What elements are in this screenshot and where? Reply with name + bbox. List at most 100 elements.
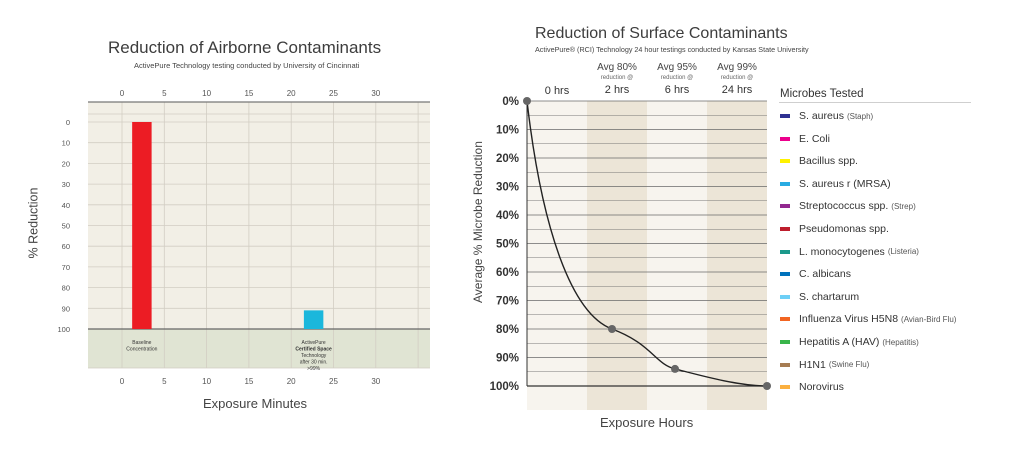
right-y-tick: 40% (496, 210, 519, 222)
legend-swatch (780, 340, 790, 344)
left-x-tick-bottom: 30 (371, 377, 380, 386)
left-x-tick-top: 0 (120, 89, 125, 98)
col-header-3-sub: reduction @ (720, 75, 754, 81)
left-y-tick: 40 (62, 201, 70, 210)
legend-item: Pseudomonas spp. (780, 221, 889, 237)
left-x-tick-top: 5 (162, 89, 167, 98)
left-x-tick-bottom: 25 (329, 377, 338, 386)
left-x-tick-top: 20 (287, 89, 296, 98)
left-x-tick-bottom: 5 (162, 377, 167, 386)
legend-sublabel: (Hepatitis) (882, 337, 919, 347)
legend-label: Pseudomonas spp. (799, 223, 889, 235)
legend-item: L. monocytogenes (Listeria) (780, 244, 919, 260)
right-y-tick: 20% (496, 153, 519, 165)
legend-swatch (780, 249, 790, 254)
right-y-tick: 30% (496, 182, 519, 194)
col-header-1-sub: reduction @ (600, 75, 634, 81)
legend-swatch (780, 294, 790, 299)
legend-item: Norovirus (780, 379, 844, 395)
legend-swatch (780, 362, 790, 367)
left-y-tick: 70 (62, 263, 70, 272)
legend-swatch (780, 181, 790, 186)
left-y-tick: 20 (62, 159, 70, 168)
col-header-2-avg: Avg 95% (657, 62, 697, 73)
left-y-tick: 30 (62, 180, 70, 189)
legend-swatch (780, 114, 790, 118)
left-y-tick: 10 (62, 139, 70, 148)
legend-item: Influenza Virus H5N8 (Avian-Bird Flu) (780, 311, 956, 327)
col-header-2-sub: reduction @ (660, 75, 694, 81)
left-y-tick: 60 (62, 242, 70, 251)
legend-label: Streptococcus spp. (799, 200, 889, 213)
right-y-tick: 100% (490, 381, 519, 393)
legend-sublabel: (Staph) (846, 111, 874, 121)
right-column-bg (527, 101, 587, 410)
legend-swatch (780, 136, 790, 141)
left-x-tick-bottom: 0 (120, 377, 125, 386)
right-column-bg (707, 101, 767, 410)
legend-label: S. aureus r (MRSA) (799, 177, 891, 190)
col-header-2-label: 6 hrs (664, 84, 690, 96)
left-x-tick-top: 15 (244, 89, 253, 98)
col-header-3-label: 24 hrs (721, 84, 753, 96)
legend-item: H1N1 (Swine Flu) (780, 357, 869, 373)
left-baseline-band (88, 329, 430, 368)
left-x-tick-bottom: 15 (244, 377, 253, 386)
right-data-point (523, 97, 531, 105)
left-bar-label: ActivePure (302, 340, 326, 346)
col-header-0-label: 0 hrs (544, 85, 570, 97)
legend-swatch (780, 227, 790, 231)
legend-item: Hepatitis A (HAV) (Hepatitis) (780, 334, 919, 350)
legend-swatch (780, 204, 790, 209)
right-column-bg (587, 101, 647, 410)
legend-swatch (780, 385, 790, 390)
right-y-tick: 0% (502, 96, 519, 108)
legend-label: S. aureus (799, 110, 844, 122)
col-header-3-avg: Avg 99% (717, 62, 757, 73)
legend-title: Microbes Tested (780, 88, 864, 100)
right-y-tick: 60% (496, 267, 519, 279)
left-y-tick: 0 (66, 118, 70, 127)
legend-sublabel: (Strep) (891, 201, 916, 211)
left-bar-label: Technology (301, 353, 327, 359)
right-column-bg (647, 101, 707, 410)
right-data-point (608, 325, 616, 333)
left-x-tick-top: 30 (371, 89, 380, 98)
left-y-tick: 80 (62, 284, 70, 293)
right-x-axis-label: Exposure Hours (600, 415, 694, 430)
right-data-point (763, 382, 771, 390)
left-bar (132, 122, 152, 329)
right-y-tick: 90% (496, 353, 519, 365)
left-y-tick: 50 (62, 222, 70, 231)
left-x-tick-top: 25 (329, 89, 338, 98)
right-data-point (671, 364, 679, 373)
legend-swatch (780, 317, 790, 322)
legend-sublabel: (Avian-Bird Flu) (901, 314, 957, 324)
legend-sublabel: (Listeria) (887, 247, 919, 257)
left-bar-label: >99% (307, 366, 320, 372)
legend-item: E. Coli (780, 131, 830, 147)
legend-swatch (780, 159, 790, 164)
legend-label: E. Coli (799, 132, 830, 145)
right-chart-title: Reduction of Surface Contaminants (535, 25, 788, 42)
left-y-tick: 100 (57, 325, 70, 334)
right-reduction-curve (526, 100, 768, 387)
legend-item: C. albicans (780, 266, 851, 282)
legend-item: S. chartarum (780, 289, 859, 305)
legend-label: Hepatitis A (HAV) (799, 336, 880, 348)
left-bar (303, 310, 324, 329)
right-y-tick: 70% (496, 296, 519, 308)
legend-label: Norovirus (799, 381, 844, 394)
legend-item: Streptococcus spp. (Strep) (780, 198, 916, 214)
left-x-tick-bottom: 20 (287, 377, 296, 386)
col-header-1-avg: Avg 80% (597, 62, 637, 73)
legend-label: C. albicans (799, 268, 851, 281)
legend-item: S. aureus r (MRSA) (780, 176, 891, 192)
left-x-axis-label: Exposure Minutes (203, 396, 308, 411)
right-y-tick: 50% (496, 239, 519, 251)
left-chart-subtitle: ActivePure Technology testing conducted … (134, 61, 360, 70)
legend-sublabel: (Swine Flu) (828, 360, 870, 370)
col-header-1-label: 2 hrs (604, 84, 630, 96)
